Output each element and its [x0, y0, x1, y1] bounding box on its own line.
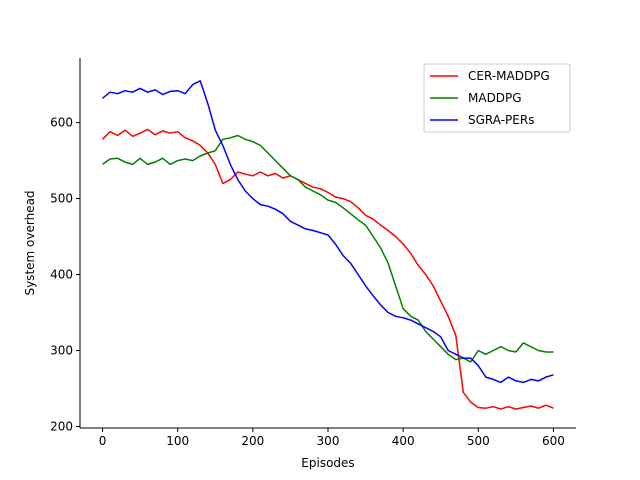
y-tick-label: 300 [50, 344, 73, 358]
y-tick-label: 600 [50, 116, 73, 130]
x-tick-label: 100 [166, 434, 189, 448]
y-axis-title: System overhead [23, 190, 37, 295]
x-tick-label: 200 [241, 434, 264, 448]
series-line-1 [101, 128, 554, 410]
x-tick-label: 0 [99, 434, 107, 448]
y-ticks: 200 300 400 500 600 [50, 116, 80, 433]
series-line-2 [102, 134, 554, 363]
x-tick-label: 300 [317, 434, 340, 448]
x-axis-title: Episodes [301, 456, 354, 470]
x-tick-label: 600 [542, 434, 565, 448]
legend-label-1: CER-MADDPG [468, 69, 550, 83]
y-tick-label: 400 [50, 268, 73, 282]
x-ticks: 0 100 200 300 400 500 600 [99, 428, 565, 448]
y-tick-label: 200 [50, 419, 73, 433]
legend: CER-MADDPG MADDPG SGRA-PERs [423, 63, 571, 133]
legend-frame [423, 63, 571, 133]
y-tick-label: 500 [50, 192, 73, 206]
series-layer [101, 80, 554, 410]
x-tick-label: 400 [392, 434, 415, 448]
legend-label-3: SGRA-PERs [468, 113, 534, 127]
legend-label-2: MADDPG [468, 91, 522, 105]
series-line-3 [102, 80, 554, 384]
legend-items: CER-MADDPG MADDPG SGRA-PERs [430, 69, 550, 127]
x-tick-label: 500 [467, 434, 490, 448]
